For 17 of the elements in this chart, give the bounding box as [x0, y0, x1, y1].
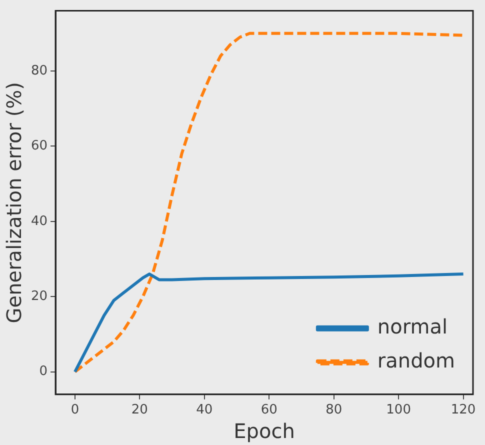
x-tick-label: 60 [260, 402, 278, 418]
y-tick-label: 20 [30, 288, 48, 304]
x-tick-label: 100 [386, 402, 411, 418]
y-tick-label: 60 [30, 138, 48, 154]
x-axis-title: Epoch [234, 419, 295, 444]
y-tick-label: 40 [30, 214, 48, 229]
y-tick-label: 0 [39, 364, 48, 380]
y-tick-label: 80 [30, 63, 48, 78]
x-tick-label: 120 [450, 402, 476, 418]
y-axis-title: Generalization error (%) [2, 82, 26, 324]
x-tick-label: 40 [196, 402, 213, 418]
legend-label: normal [377, 314, 448, 339]
x-tick-label: 20 [131, 402, 148, 418]
legend-label: random [377, 348, 456, 373]
x-tick-label: 80 [326, 402, 342, 418]
x-tick-label: 0 [70, 402, 80, 418]
line-series [73, 32, 465, 374]
